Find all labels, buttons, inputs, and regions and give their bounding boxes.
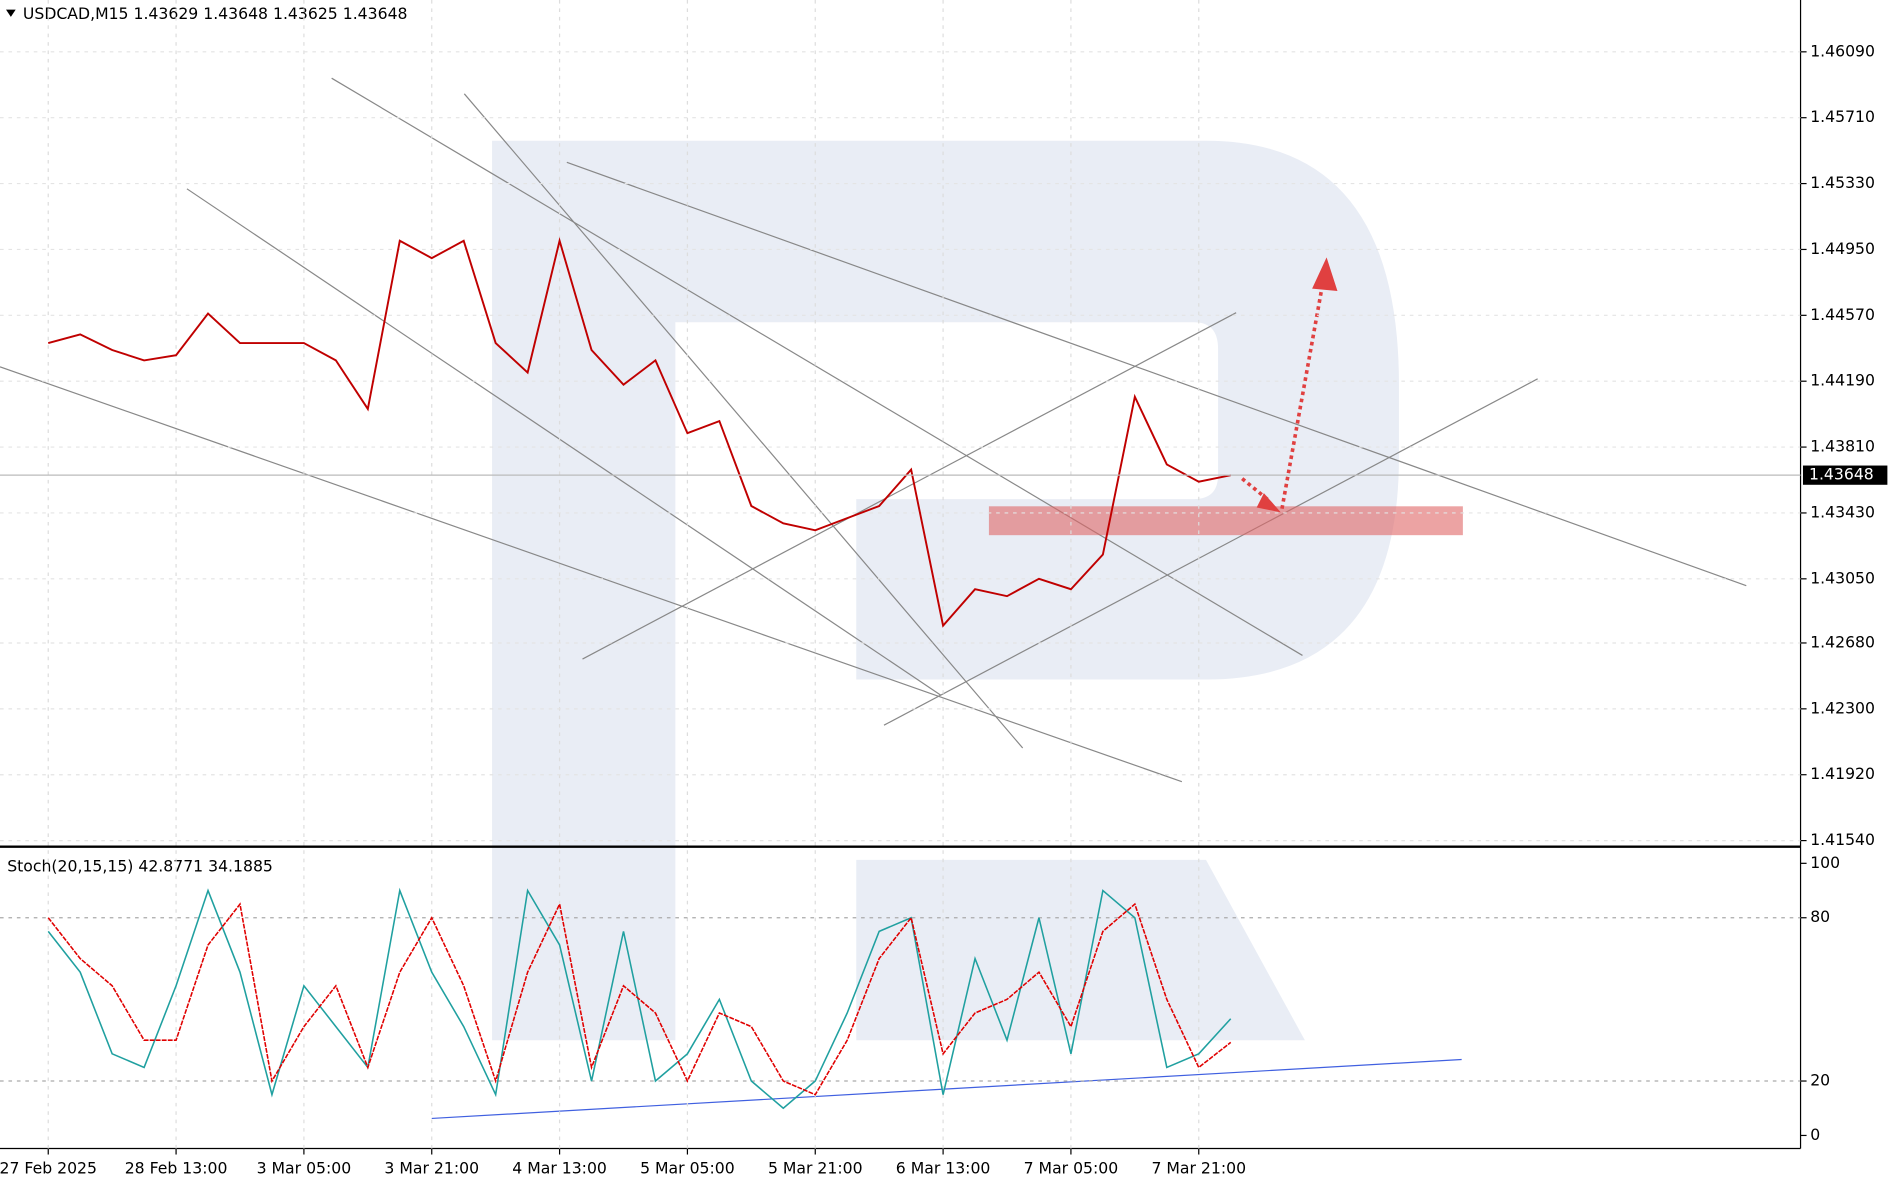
series-line xyxy=(47,237,1231,628)
support-zone xyxy=(988,506,1463,536)
series-line xyxy=(47,901,1232,1096)
x-tick-label: 28 Feb 13:00 xyxy=(125,1158,228,1177)
dropdown-icon xyxy=(6,9,16,17)
y-tick-label: 1.44950 xyxy=(1810,239,1875,258)
y-tick-label: 1.42680 xyxy=(1810,632,1875,651)
y-tick-label: 1.44570 xyxy=(1810,305,1875,324)
y-tick-label: 1.44190 xyxy=(1810,371,1875,390)
y-tick-label: 1.42300 xyxy=(1810,698,1875,717)
y-tick-label: 80 xyxy=(1810,907,1830,926)
stoch-trendline xyxy=(431,1058,1462,1120)
y-tick-label: 1.41920 xyxy=(1810,764,1875,783)
price-title: USDCAD,M15 1.43629 1.43648 1.43625 1.436… xyxy=(23,4,408,23)
y-tick-label: 1.43430 xyxy=(1810,502,1875,521)
y-tick-label: 1.45330 xyxy=(1810,173,1875,192)
watermark xyxy=(492,140,1399,1041)
forecast-arrows xyxy=(1241,288,1324,510)
x-tick-label: 6 Mar 13:00 xyxy=(896,1158,991,1177)
y-tick-label: 1.43050 xyxy=(1810,568,1875,587)
x-tick-label: 7 Mar 05:00 xyxy=(1024,1158,1119,1177)
y-tick-label: 20 xyxy=(1810,1071,1830,1090)
y-tick-label: 1.46090 xyxy=(1810,41,1875,60)
x-tick-label: 5 Mar 21:00 xyxy=(768,1158,863,1177)
series-line xyxy=(47,887,1232,1110)
last-price-label: 1.43648 xyxy=(1809,465,1874,484)
x-tick-label: 27 Feb 2025 xyxy=(0,1158,97,1177)
last-price-box xyxy=(1802,465,1888,485)
x-tick-label: 4 Mar 13:00 xyxy=(512,1158,607,1177)
x-tick-label: 3 Mar 05:00 xyxy=(257,1158,352,1177)
x-tick-label: 5 Mar 05:00 xyxy=(640,1158,735,1177)
arrow-heads xyxy=(1256,257,1338,513)
x-tick-label: 7 Mar 21:00 xyxy=(1151,1158,1246,1177)
x-tick-label: 3 Mar 21:00 xyxy=(384,1158,479,1177)
y-tick-label: 1.45710 xyxy=(1810,107,1875,126)
y-tick-label: 100 xyxy=(1810,853,1840,872)
y-tick-label: 1.41540 xyxy=(1810,830,1875,849)
y-tick-label: 0 xyxy=(1810,1125,1820,1144)
trendlines xyxy=(0,77,1747,783)
y-tick-label: 1.43810 xyxy=(1810,437,1875,456)
stoch-title: Stoch(20,15,15) 42.8771 34.1885 xyxy=(7,857,273,876)
